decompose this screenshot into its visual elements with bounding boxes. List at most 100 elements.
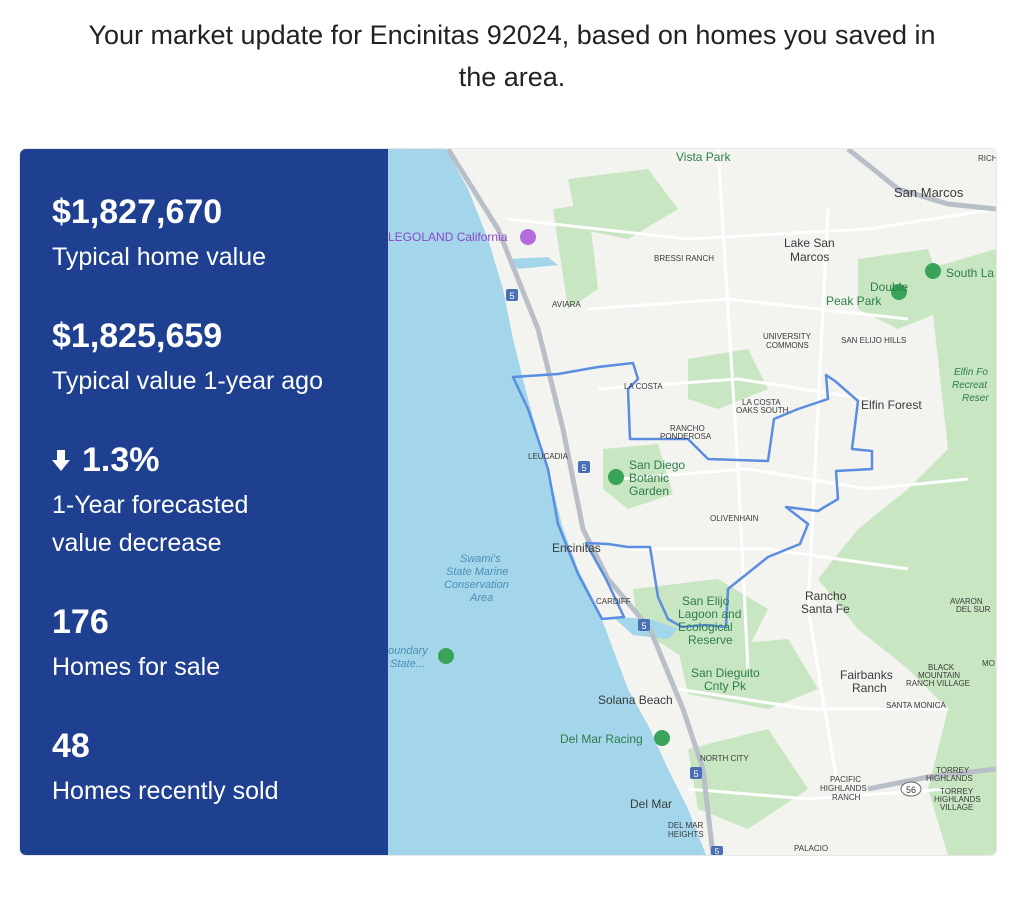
label-rancho-santa-fe-2: Santa Fe	[801, 602, 850, 616]
i5-shield-5-label: 5	[715, 847, 720, 855]
label-black-mountain-3: RANCH VILLAGE	[906, 679, 970, 688]
label-mo: MO	[982, 659, 995, 668]
homes-sold-count: 48	[52, 727, 90, 765]
label-san-marcos: San Marcos	[894, 185, 964, 200]
i5-shield-4-label: 5	[693, 769, 698, 779]
highways	[445, 149, 996, 855]
homes-for-sale-label: Homes for sale	[52, 653, 221, 681]
road-9	[687, 787, 949, 801]
label-swamis-2: State Marine	[446, 566, 508, 578]
label-leucadia: LEUCADIA	[528, 452, 569, 461]
label-black-mountain-2: MOUNTAIN	[918, 671, 960, 680]
label-university-commons-1: UNIVERSITY	[763, 332, 812, 341]
forecast-label: 1-Year forecasted value decrease	[52, 486, 248, 563]
park-north	[568, 169, 678, 239]
label-lagoon-1: San Elijo	[682, 594, 730, 608]
botanic-garden-pin-icon	[608, 469, 624, 485]
sr56-shield-label: 56	[906, 785, 916, 795]
label-botanic-2: Botanic	[629, 471, 669, 485]
i5-shield-4-icon	[690, 767, 702, 779]
label-san-dieguito-1: San Dieguito	[691, 666, 760, 680]
stat-forecast: 1.3% 1-Year forecasted value decrease	[52, 440, 248, 563]
road-7	[716, 149, 750, 670]
road-3	[597, 377, 869, 401]
label-san-dieguito-2: Cnty Pk	[704, 679, 747, 693]
i5-shield-3-label: 5	[641, 621, 646, 631]
forecast-value-row: 1.3%	[52, 440, 248, 480]
local-roads	[507, 149, 996, 801]
i5-shield-2-label: 5	[581, 463, 586, 473]
label-swamis-3: Conservation	[444, 579, 509, 591]
legoland-pin-icon	[520, 229, 536, 245]
label-aviara: AVIARA	[552, 300, 581, 309]
south-la-park-pin-icon	[925, 263, 941, 279]
del-mar-racing-pin-icon	[654, 730, 670, 746]
forecast-label-line-1: 1-Year forecasted	[52, 491, 249, 519]
label-boundary-2: State...	[390, 658, 425, 670]
home-value-amount: $1,827,670	[52, 193, 223, 231]
label-santa-monica: SANTA MONICA	[886, 701, 947, 710]
label-del-mar-heights-1: DEL MAR	[668, 821, 703, 830]
label-botanic-1: San Diego	[629, 458, 685, 472]
label-swamis-1: Swami's	[460, 553, 501, 565]
label-elfin-reserve-2: Recreat	[952, 380, 988, 391]
road-4	[617, 467, 969, 491]
label-del-mar-racing: Del Mar Racing	[560, 732, 643, 746]
label-bressi-ranch: BRESSI RANCH	[654, 254, 714, 263]
year-ago-label: Typical value 1-year ago	[52, 367, 323, 395]
label-san-elijo-hills: SAN ELIJO HILLS	[841, 336, 906, 345]
stat-year-ago-value: $1,825,659 Typical value 1-year ago	[52, 316, 323, 401]
label-south-la: South La	[946, 266, 994, 280]
area-map[interactable]: 5 5 5 5 5 56 Vista Park RICH San Marcos …	[388, 149, 996, 855]
label-fairbanks-1: Fairbanks	[840, 668, 893, 682]
highway-78	[846, 149, 996, 212]
year-ago-amount: $1,825,659	[52, 317, 223, 355]
label-boundary-1: oundary	[388, 645, 429, 657]
label-avaron-2: DEL SUR	[956, 605, 991, 614]
label-pacific-highlands-3: RANCH	[832, 793, 861, 802]
market-summary-card: $1,827,670 Typical home value $1,825,659…	[20, 149, 996, 855]
ocean	[388, 149, 706, 855]
label-lagoon-3: Ecological	[678, 620, 733, 634]
label-rancho-santa-fe-1: Rancho	[805, 589, 847, 603]
park-san-dieguito	[678, 639, 818, 709]
road-5	[628, 547, 909, 571]
label-torrey-village-2: HIGHLANDS	[934, 795, 981, 804]
label-lake-san-marcos-2: Marcos	[790, 250, 829, 264]
i5-shield-5-icon	[711, 846, 723, 855]
label-botanic-3: Garden	[629, 484, 669, 498]
label-pacific-highlands-1: PACIFIC	[830, 775, 861, 784]
label-lake-san-marcos-1: Lake San	[784, 236, 835, 250]
label-north-city: NORTH CITY	[700, 754, 749, 763]
road-8	[806, 208, 840, 790]
forecast-percent: 1.3%	[82, 441, 160, 479]
label-vista-park: Vista Park	[676, 150, 731, 164]
road-1	[507, 207, 996, 241]
label-torrey-village-1: TORREY	[940, 787, 974, 796]
label-elfin-reserve-1: Elfin Fo	[954, 367, 988, 378]
lagoon-water-2	[508, 257, 558, 269]
label-del-mar: Del Mar	[630, 797, 672, 811]
highway-shields: 5 5 5 5 5 56	[506, 289, 922, 855]
label-la-costa-oaks-2: OAKS SOUTH	[736, 406, 789, 415]
double-peak-pin-icon	[891, 284, 907, 300]
home-value-label: Typical home value	[52, 243, 267, 271]
homes-sold-label: Homes recently sold	[52, 777, 279, 805]
label-del-mar-heights-2: HEIGHTS	[668, 830, 704, 839]
park-south	[688, 729, 808, 829]
sr56-shield-icon	[900, 781, 922, 797]
market-update-headline: Your market update for Encinitas 92024, …	[0, 14, 1024, 98]
label-rancho-ponderosa-2: PONDEROSA	[660, 432, 712, 441]
park-west-strip	[553, 204, 598, 309]
label-cardiff: CARDIFF	[596, 597, 631, 606]
stat-homes-for-sale: 176 Homes for sale	[52, 602, 220, 687]
label-avaron-1: AVARON	[950, 597, 983, 606]
stats-panel: $1,827,670 Typical home value $1,825,659…	[20, 149, 388, 855]
stat-homes-sold: 48 Homes recently sold	[52, 726, 278, 811]
i5-shield-1-icon	[506, 289, 518, 301]
label-olivenhain: OLIVENHAIN	[710, 514, 759, 523]
map-pins	[438, 229, 941, 746]
stat-home-value: $1,827,670 Typical home value	[52, 192, 266, 277]
zip-boundary	[511, 361, 874, 629]
label-lagoon-2: Lagoon and	[678, 607, 741, 621]
